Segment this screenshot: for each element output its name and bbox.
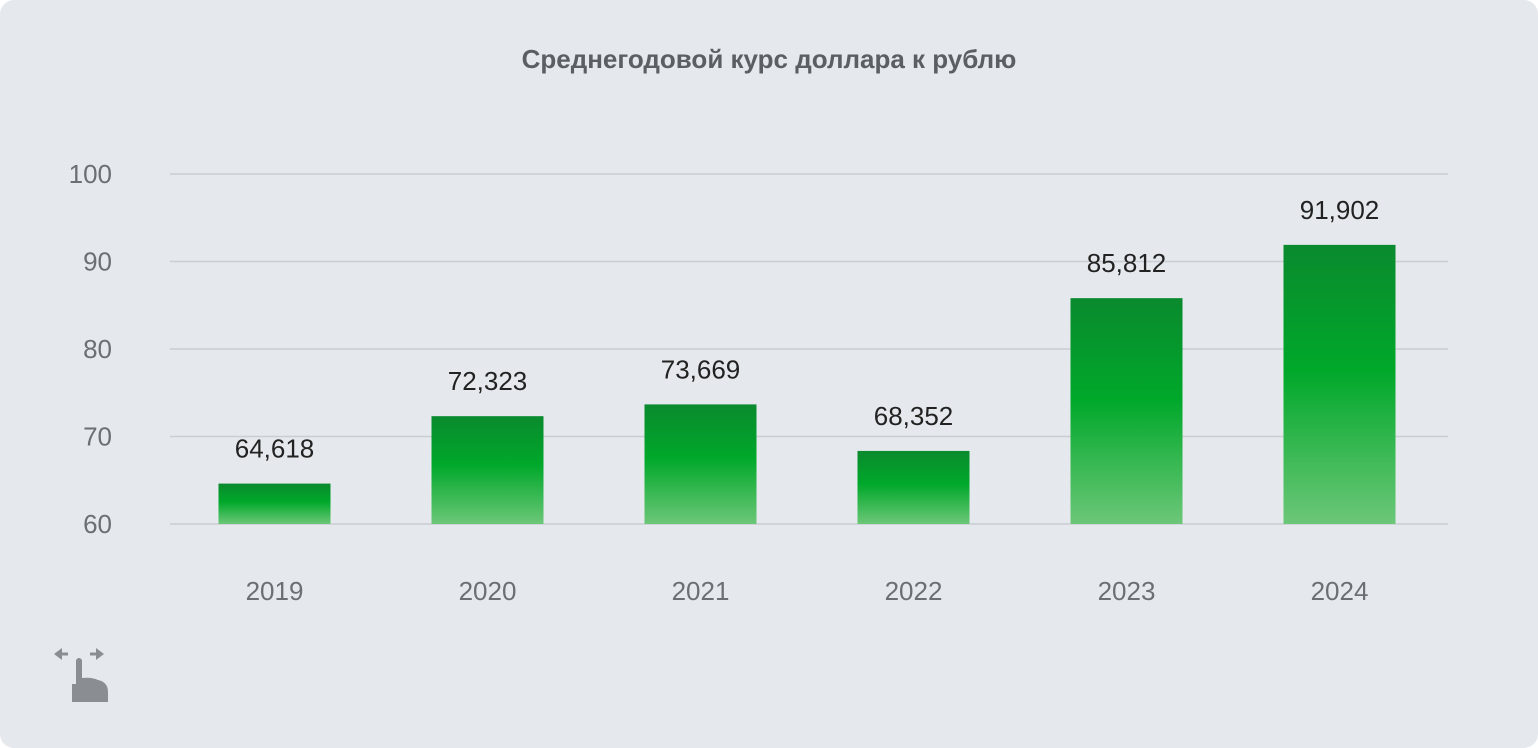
value-label-2020: 72,323	[448, 366, 528, 396]
swipe-hand-icon	[54, 648, 108, 702]
value-label-2024: 91,902	[1300, 195, 1380, 225]
bar-2021	[644, 404, 757, 524]
x-tick-label-2024: 2024	[1311, 576, 1369, 606]
x-tick-label-2023: 2023	[1098, 576, 1156, 606]
grid-lines	[170, 173, 1448, 525]
x-tick-label-2022: 2022	[885, 576, 943, 606]
y-tick-label: 70	[83, 422, 112, 452]
y-tick-label: 100	[69, 159, 112, 189]
x-tick-label-2021: 2021	[672, 576, 730, 606]
bars	[218, 244, 1396, 525]
bar-2024	[1283, 244, 1396, 525]
bar-2022	[857, 450, 970, 524]
value-label-2022: 68,352	[874, 401, 954, 431]
value-label-2023: 85,812	[1087, 248, 1167, 278]
x-axis-ticks: 2019 2020 2021 2022 2023 2024	[246, 576, 1369, 606]
y-tick-label: 60	[83, 509, 112, 539]
x-tick-label-2020: 2020	[459, 576, 517, 606]
bar-2023	[1070, 298, 1183, 524]
value-label-2019: 64,618	[235, 434, 315, 464]
y-tick-label: 90	[83, 247, 112, 277]
value-label-2021: 73,669	[661, 354, 741, 384]
bar-2019	[218, 483, 331, 524]
bar-2020	[431, 416, 544, 524]
y-tick-label: 80	[83, 334, 112, 364]
y-axis-ticks: 60 70 80 90 100	[69, 159, 112, 539]
x-tick-label-2019: 2019	[246, 576, 304, 606]
value-labels: 64,618 72,323 73,669 68,352 85,812 91,902	[235, 195, 1380, 464]
chart-title: Среднегодовой курс доллара к рублю	[521, 44, 1017, 74]
